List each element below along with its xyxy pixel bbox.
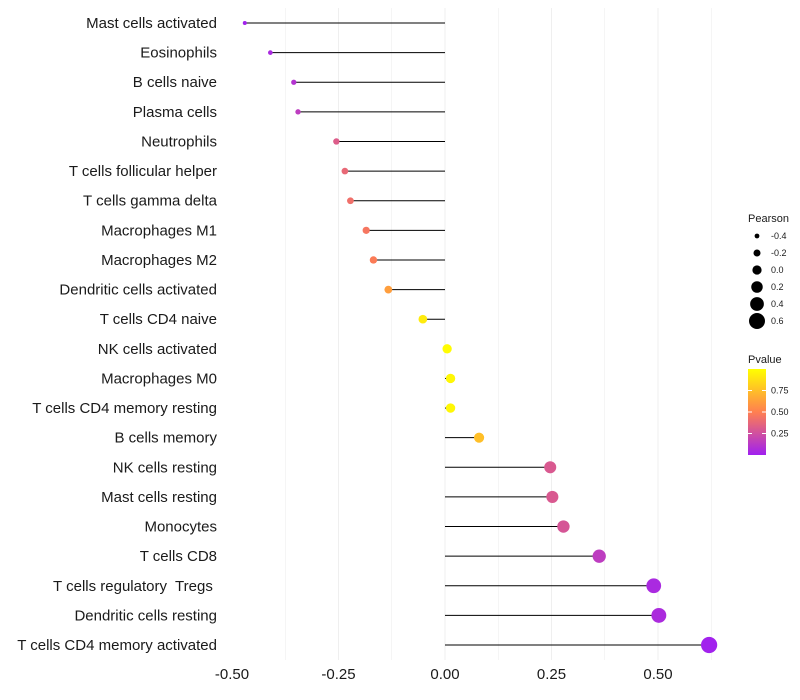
y-axis-label: Mast cells activated — [86, 15, 217, 32]
y-axis-label: Dendritic cells activated — [59, 282, 217, 299]
color-legend-label: 0.25 — [771, 429, 789, 439]
y-axis-label: T cells CD8 — [140, 548, 217, 565]
lollipop-point — [384, 285, 393, 294]
color-legend-label: 0.50 — [771, 407, 789, 417]
lollipop-point — [369, 256, 378, 264]
y-axis-label: Macrophages M2 — [101, 252, 217, 269]
x-tick-label: -0.25 — [321, 666, 355, 683]
size-legend-key — [750, 297, 764, 311]
y-axis-label: T cells follicular helper — [69, 163, 217, 180]
y-axis-label: NK cells activated — [98, 341, 217, 358]
size-legend-label: 0.4 — [771, 299, 784, 309]
y-axis-label: Plasma cells — [133, 104, 217, 121]
lollipop-point — [442, 344, 452, 354]
lollipop-point — [268, 50, 273, 55]
lollipop-point — [242, 21, 247, 25]
color-legend-title: Pvalue — [748, 354, 782, 366]
lollipop-point — [347, 197, 354, 205]
y-axis-label: Mast cells resting — [101, 489, 217, 506]
pvalue-colorbar — [748, 369, 766, 455]
y-axis-label: B cells memory — [114, 430, 217, 447]
y-axis-label: Monocytes — [144, 519, 217, 536]
lollipop-point — [445, 373, 456, 384]
lollipop-point — [592, 549, 606, 563]
x-tick-label: 0.00 — [430, 666, 459, 683]
size-legend-title: Pearson — [748, 213, 789, 225]
lollipop-point — [646, 578, 662, 594]
pvalue-color-legend: Pvalue 0.25 0.50 0.75 — [748, 354, 789, 455]
y-axis-label: T cells CD4 memory activated — [17, 637, 217, 654]
x-tick-label: 0.25 — [537, 666, 566, 683]
size-legend-key — [753, 249, 761, 257]
lollipop-point — [544, 461, 557, 474]
y-axis-label: T cells CD4 naive — [100, 311, 217, 328]
y-axis-label: Macrophages M1 — [101, 222, 217, 239]
size-legend-label: 0.2 — [771, 282, 784, 292]
lollipop-point — [474, 432, 485, 443]
y-axis-label: Macrophages M0 — [101, 370, 217, 387]
y-axis-label: NK cells resting — [113, 459, 217, 476]
size-legend-key — [752, 265, 762, 275]
lollipop-point — [418, 314, 428, 324]
lollipop-point — [362, 226, 370, 234]
y-axis-label: T cells gamma delta — [83, 193, 218, 210]
lollipop-point — [701, 636, 718, 654]
grid-lines — [285, 8, 712, 660]
lollipop-point — [651, 607, 667, 623]
y-axis-label: T cells regulatory Tregs — [53, 578, 217, 595]
lollipop-stems — [244, 22, 710, 646]
x-tick-label: -0.50 — [215, 666, 249, 683]
lollipop-point — [291, 79, 297, 85]
y-axis-label: B cells naive — [133, 74, 217, 91]
y-axis-label: T cells CD4 memory resting — [32, 400, 217, 417]
x-tick-label: 0.50 — [643, 666, 672, 683]
y-axis-label: Neutrophils — [141, 133, 217, 150]
color-legend-label: 0.75 — [771, 386, 789, 396]
lollipop-point — [445, 403, 456, 413]
size-legend-label: 0.0 — [771, 265, 784, 275]
y-axis-labels: Mast cells activated Eosinophils B cells n… — [17, 15, 217, 654]
size-legend-label: 0.6 — [771, 316, 784, 326]
y-axis-label: Dendritic cells resting — [74, 607, 217, 624]
lollipop-point — [546, 490, 559, 503]
lollipop-point — [341, 167, 349, 175]
lollipop-point — [333, 138, 340, 145]
lollipop-points — [242, 21, 718, 654]
x-axis-tick-labels: -0.50 -0.25 0.00 0.25 0.50 — [215, 666, 673, 683]
size-legend-key — [751, 281, 763, 293]
size-legend-label: -0.4 — [771, 231, 787, 241]
size-legend-key — [754, 233, 760, 239]
lollipop-point — [557, 520, 570, 533]
size-legend-key — [749, 313, 765, 329]
pearson-size-legend: Pearson -0.4 -0.2 0.0 0.2 0.4 0.6 — [748, 213, 789, 329]
size-legend-label: -0.2 — [771, 248, 787, 258]
y-axis-label: Eosinophils — [140, 45, 217, 62]
lollipop-point — [295, 109, 301, 115]
